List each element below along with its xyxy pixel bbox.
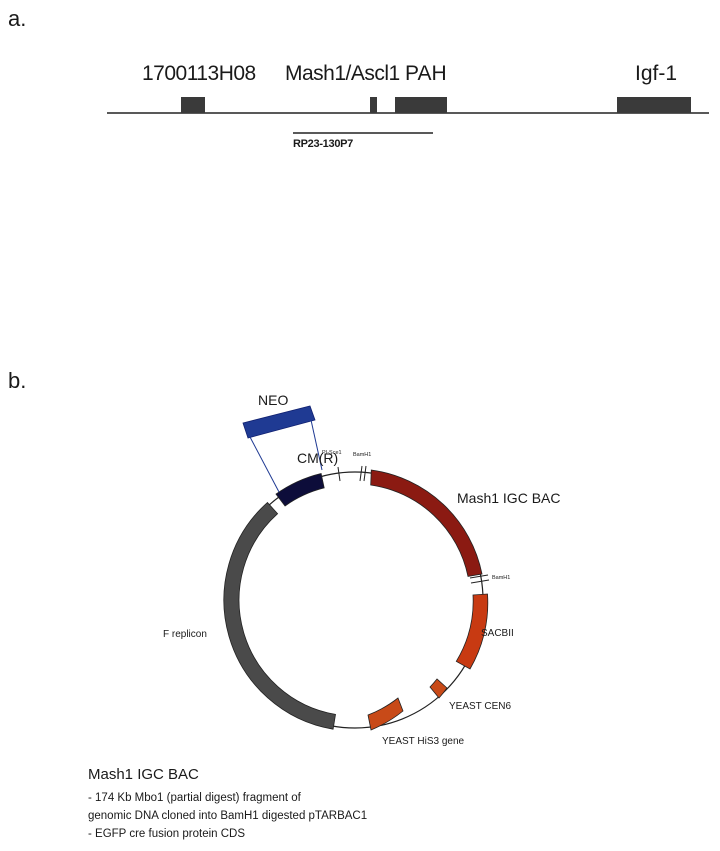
bac-clone-label: RP23-130P7 [293, 138, 353, 150]
bamh1-top-label: BamH1 [353, 452, 372, 458]
bamh1-right-site-tick-b [470, 579, 490, 584]
cmr-label: CM(R) [297, 450, 339, 466]
sacbii-label: SACBII [481, 628, 514, 639]
pi-sce1-label: PI-Sce1 [322, 450, 342, 456]
notes-line: - EGFP cre fusion protein CDS [88, 828, 246, 840]
panel-b-label: b. [8, 368, 27, 393]
yeast-cen6-label: YEAST CEN6 [449, 701, 512, 712]
notes-line: genomic DNA cloned into BamH1 digested p… [88, 810, 368, 822]
mash1-insert-arc [370, 469, 483, 577]
panel-a-label: a. [8, 6, 27, 31]
sacbii-arc [455, 593, 489, 670]
gene-box-pah [395, 97, 447, 113]
notes-line: - 174 Kb Mbo1 (partial digest) fragment … [88, 792, 301, 804]
gene-label-1700113H08: 1700113H08 [142, 62, 256, 85]
gene-label-mash1: Mash1/Ascl1 [285, 62, 400, 85]
bamh1-right-label: BamH1 [492, 575, 511, 581]
bamh1-top-site-tick-b [363, 465, 367, 482]
bac-notes: Mash1 IGC BAC - 174 Kb Mbo1 (partial dig… [88, 766, 367, 843]
mash1-insert-label: Mash1 IGC BAC [457, 490, 561, 506]
cmr-arc [275, 473, 325, 507]
bamh1-right-site-tick-a [469, 574, 489, 579]
f-replicon-label: F replicon [163, 629, 207, 640]
neo-label: NEO [258, 392, 289, 408]
neo-connector-right [310, 419, 323, 471]
gene-label-pah: PAH [405, 62, 447, 85]
gene-box-igf1 [617, 97, 691, 113]
bamh1-top-site-tick-a [359, 465, 363, 482]
neo-connector-left [249, 436, 280, 493]
yeast-his3-arc [367, 697, 404, 731]
gene-box-mash1 [370, 97, 377, 113]
f-replicon-arc [223, 501, 336, 730]
notes-title: Mash1 IGC BAC [88, 766, 199, 783]
gene-box-1700113H08 [181, 97, 205, 113]
neo-bar [242, 405, 316, 439]
yeast-cen6-arc [429, 678, 448, 699]
yeast-his3-label: YEAST HiS3 gene [382, 736, 465, 747]
gene-label-igf1: Igf-1 [635, 62, 678, 85]
pi-sce1-site-tick [337, 466, 341, 482]
